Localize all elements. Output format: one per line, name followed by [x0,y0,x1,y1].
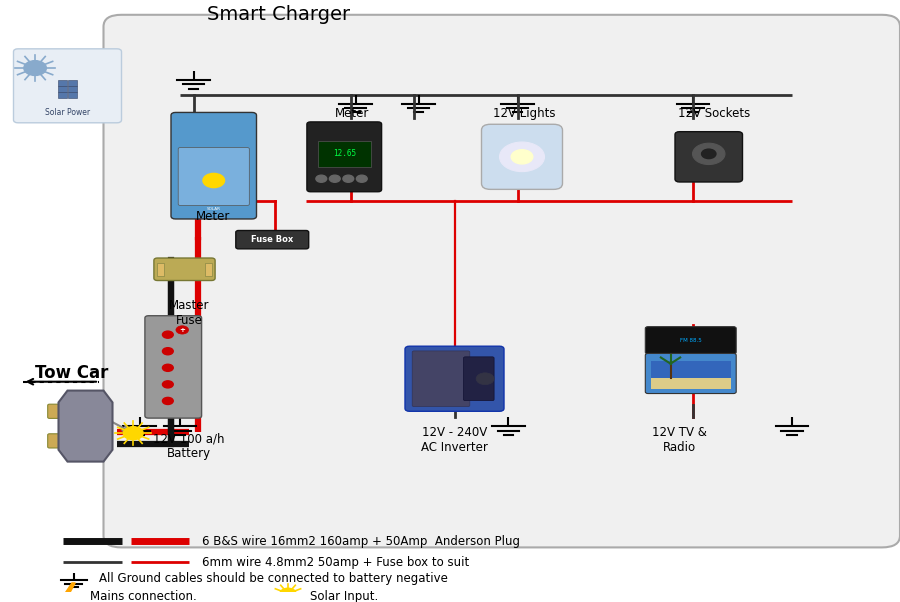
Circle shape [343,175,354,182]
FancyBboxPatch shape [464,357,494,401]
Text: 6mm wire 4.8mm2 50amp + Fuse box to suit: 6mm wire 4.8mm2 50amp + Fuse box to suit [202,556,470,569]
Circle shape [511,150,533,164]
FancyBboxPatch shape [412,351,470,406]
Circle shape [203,173,225,188]
Circle shape [162,381,173,388]
Text: Master
Fuse: Master Fuse [169,299,209,327]
Text: 12V 100 a/h
Battery: 12V 100 a/h Battery [153,432,225,460]
Text: 12V Lights: 12V Lights [493,107,556,120]
FancyBboxPatch shape [178,147,249,205]
Circle shape [280,588,296,599]
Text: Mains connection.: Mains connection. [90,590,197,602]
Text: Tow Car: Tow Car [35,364,109,382]
FancyBboxPatch shape [307,122,382,192]
Text: +: + [179,327,185,333]
Circle shape [162,331,173,338]
Circle shape [162,397,173,405]
FancyBboxPatch shape [651,377,731,389]
FancyBboxPatch shape [675,132,742,182]
Text: Meter: Meter [196,209,230,223]
FancyBboxPatch shape [145,315,202,418]
Circle shape [162,364,173,371]
Text: FM 88.5: FM 88.5 [680,338,702,343]
Text: Solar Input.: Solar Input. [310,590,379,602]
Circle shape [316,175,327,182]
FancyBboxPatch shape [68,92,77,98]
Text: SOLAR: SOLAR [207,207,220,211]
Text: Fuse Box: Fuse Box [251,235,293,244]
FancyBboxPatch shape [482,124,562,190]
FancyBboxPatch shape [205,262,212,276]
Text: 6 B&S wire 16mm2 160amp + 50Amp  Anderson Plug: 6 B&S wire 16mm2 160amp + 50Amp Anderson… [202,535,520,548]
Circle shape [356,175,367,182]
FancyBboxPatch shape [58,87,67,92]
Text: 12.65: 12.65 [333,149,356,158]
FancyBboxPatch shape [405,346,504,411]
Text: 12V - 240V
AC Inverter: 12V - 240V AC Inverter [421,426,488,454]
FancyBboxPatch shape [651,361,731,389]
Circle shape [329,175,340,182]
Text: Solar Power: Solar Power [45,108,90,117]
Text: Meter: Meter [335,107,369,120]
FancyBboxPatch shape [171,113,256,219]
Polygon shape [58,391,112,462]
Circle shape [176,326,189,334]
FancyBboxPatch shape [104,15,900,547]
FancyBboxPatch shape [58,81,67,86]
Circle shape [162,348,173,355]
Text: All Ground cables should be connected to battery negative: All Ground cables should be connected to… [99,573,448,585]
FancyBboxPatch shape [318,140,371,167]
Circle shape [702,149,716,158]
Text: 12V TV &
Radio: 12V TV & Radio [652,426,706,454]
FancyBboxPatch shape [645,353,736,394]
FancyBboxPatch shape [48,404,71,418]
FancyBboxPatch shape [154,258,215,281]
Circle shape [123,427,143,439]
Circle shape [693,143,725,164]
Polygon shape [64,583,76,602]
Circle shape [24,61,47,75]
FancyBboxPatch shape [68,81,77,86]
Text: Smart Charger: Smart Charger [207,5,351,24]
FancyBboxPatch shape [236,231,309,249]
FancyBboxPatch shape [48,434,71,448]
Text: 12V Sockets: 12V Sockets [678,107,750,120]
FancyBboxPatch shape [157,262,164,276]
Circle shape [500,142,544,172]
Circle shape [476,373,494,385]
FancyBboxPatch shape [68,87,77,92]
FancyBboxPatch shape [645,327,736,354]
FancyBboxPatch shape [14,49,122,123]
FancyBboxPatch shape [58,92,67,98]
